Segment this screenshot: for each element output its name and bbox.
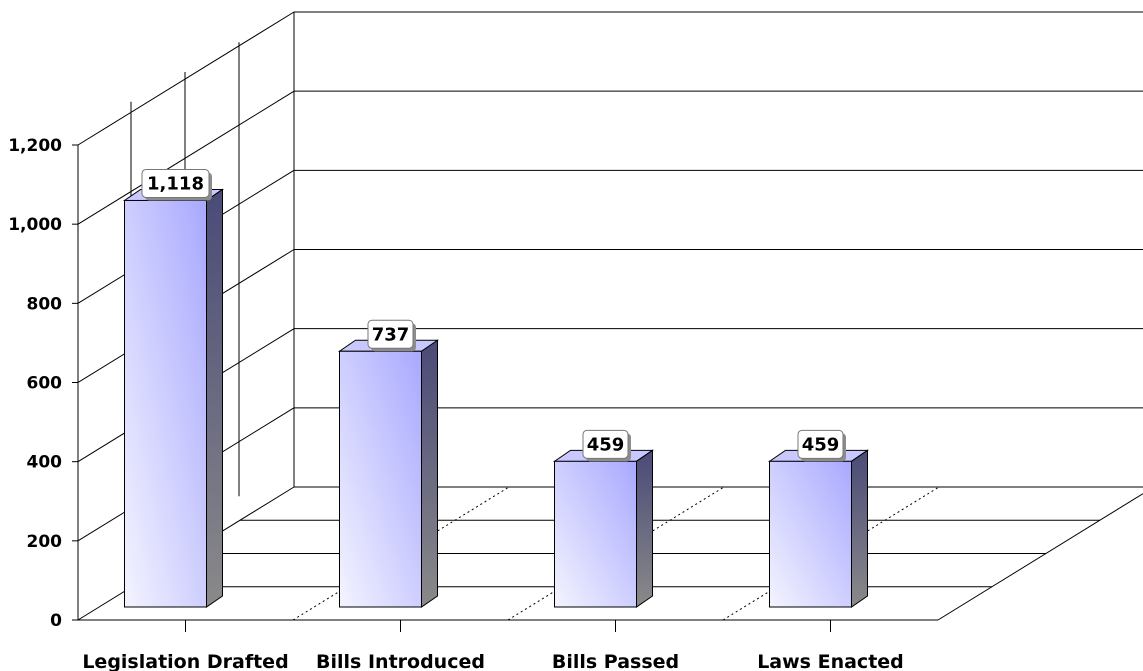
gridline-left-6	[77, 11, 295, 146]
bar-front-3	[769, 460, 852, 608]
bar-front-0	[124, 199, 207, 608]
data-label-text-0: 1,118	[147, 173, 204, 194]
floor-right-edge	[937, 493, 1143, 621]
bar-1	[337, 339, 440, 608]
y-tick-label-1: 200	[27, 532, 63, 552]
y-tick-label-5: 1,000	[8, 215, 62, 235]
y-tick-label-0: 0	[50, 611, 62, 631]
data-label-box-1	[367, 319, 414, 349]
data-label-1: 737	[367, 319, 416, 352]
category-label-0: Legislation Drafted	[82, 651, 288, 671]
data-label-3: 459	[797, 429, 846, 462]
gridline-left-5	[77, 90, 295, 225]
bar-side-2	[636, 449, 653, 608]
bars	[122, 188, 870, 608]
y-axis-tick-labels: 0 200 400 600 800 1,000 1,200	[8, 136, 62, 631]
x-axis-category-labels: Legislation Drafted Bills Introduced Bills…	[82, 651, 903, 671]
data-label-text-2: 459	[587, 434, 625, 455]
axes	[72, 144, 1143, 632]
bar-side-3	[851, 449, 868, 608]
y-tick-label-3: 600	[27, 374, 63, 394]
data-label-box-2	[582, 429, 629, 459]
y-tick-label-6: 1,200	[8, 136, 62, 156]
y-tick-label-4: 800	[27, 294, 63, 314]
data-label-2: 459	[582, 429, 631, 462]
data-label-0: 1,118	[141, 168, 212, 201]
category-label-2: Bills Passed	[552, 651, 679, 671]
data-labels: 1,118 737 459 459	[141, 168, 846, 462]
bar-front-2	[554, 460, 637, 608]
bar-2	[552, 449, 655, 608]
bar-side-1	[421, 339, 438, 608]
bar-0	[122, 188, 225, 608]
category-label-1: Bills Introduced	[316, 651, 485, 671]
bar-front-1	[339, 350, 422, 608]
bar-3	[767, 449, 870, 608]
y-tick-label-2: 400	[27, 453, 63, 473]
bar-side-0	[206, 188, 223, 608]
category-label-3: Laws Enacted	[757, 651, 904, 671]
data-label-text-3: 459	[802, 434, 840, 455]
data-label-box-3	[797, 429, 844, 459]
data-label-box-0	[141, 168, 210, 198]
data-label-text-1: 737	[372, 324, 410, 345]
